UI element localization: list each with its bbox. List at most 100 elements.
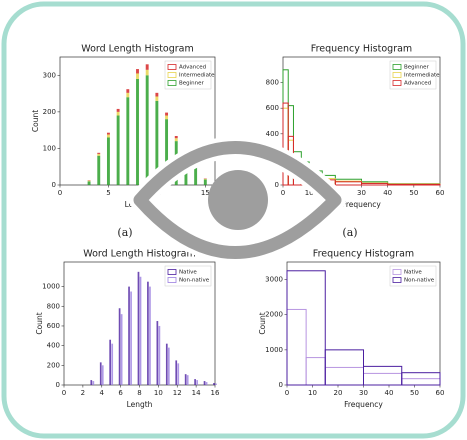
legend-label: Beginner	[404, 65, 430, 71]
bar	[147, 281, 149, 385]
bar	[126, 92, 130, 98]
bar	[177, 363, 180, 385]
bar	[126, 97, 130, 185]
bar	[145, 69, 149, 76]
chart-title: Word Length Histogram	[83, 249, 196, 260]
y-tick-label: 600	[47, 322, 60, 330]
bar	[203, 179, 207, 185]
y-tick-label: 200	[47, 361, 60, 369]
bar	[175, 360, 178, 385]
bar	[174, 138, 178, 142]
bar	[165, 119, 169, 185]
bar	[116, 111, 120, 116]
bar	[97, 153, 101, 156]
histogram-bin	[387, 183, 441, 186]
bar	[118, 308, 121, 385]
bar	[87, 180, 91, 182]
bar	[128, 286, 130, 385]
x-axis-label: Frequency	[344, 400, 383, 409]
x-tick-label: 60	[436, 189, 445, 197]
legend-swatch	[167, 72, 177, 78]
x-tick-label: 50	[410, 389, 419, 397]
bar	[120, 314, 123, 385]
x-axis-label: Frequency	[342, 200, 381, 209]
legend-swatch	[167, 80, 177, 86]
bar	[158, 325, 161, 385]
legend-swatch	[392, 269, 402, 275]
x-tick-label: 15	[201, 189, 210, 197]
bar	[155, 92, 159, 97]
eye-icon	[129, 136, 346, 264]
x-tick-label: 10	[308, 389, 317, 397]
bar	[136, 69, 139, 74]
histogram-bin	[401, 372, 441, 386]
x-tick-label: 40	[385, 389, 394, 397]
charts: Word Length Histogram Length Count (a) 0 5 10 1…	[31, 44, 444, 410]
x-tick-label: 2	[81, 389, 85, 397]
bar	[196, 380, 198, 385]
x-tick-label: 0	[58, 189, 62, 197]
chart-title: Frequency Histogram	[313, 249, 414, 260]
legend-swatch	[392, 80, 402, 86]
chart-title: Word Length Histogram	[81, 44, 194, 55]
bar	[165, 112, 169, 116]
y-tick-label: 800	[266, 79, 279, 87]
y-tick-label: 0	[52, 181, 56, 189]
y-tick-label: 3000	[265, 276, 283, 284]
y-tick-label: 100	[43, 144, 56, 152]
bar	[174, 135, 178, 139]
y-tick-label: 400	[266, 130, 279, 138]
x-tick-label: 30	[359, 389, 368, 397]
x-axis-label: Length	[127, 400, 153, 409]
legend-label: Beginner	[179, 81, 205, 87]
y-axis-label: Count	[35, 312, 44, 334]
x-tick-label: 14	[192, 389, 201, 397]
eye-outline	[133, 141, 342, 259]
bar	[165, 115, 169, 120]
histogram-bin	[286, 270, 326, 386]
legend-swatch	[392, 72, 402, 78]
chart-title: Frequency Histogram	[311, 44, 412, 55]
bar	[156, 321, 159, 385]
x-tick-label: 0	[285, 389, 289, 397]
bar	[130, 291, 132, 385]
caption: (a)	[342, 226, 357, 239]
y-tick-label: 1000	[42, 283, 60, 291]
legend	[164, 60, 212, 90]
bar	[194, 379, 196, 385]
legend-swatch	[167, 269, 177, 275]
bar	[186, 375, 189, 385]
eye-pupil	[208, 170, 268, 230]
bar	[101, 365, 104, 385]
bar	[137, 271, 140, 385]
bar	[215, 383, 217, 385]
bar	[92, 381, 95, 385]
y-axis-label: Count	[258, 312, 267, 334]
x-tick-label: 16	[211, 389, 220, 397]
bar	[203, 178, 207, 180]
bar	[111, 343, 114, 385]
bar	[203, 381, 206, 385]
bar	[109, 339, 112, 385]
legend-label: Native	[404, 270, 422, 276]
legend-label: Non-native	[179, 278, 210, 284]
x-tick-label: 40	[383, 189, 392, 197]
bar	[149, 286, 151, 385]
bar	[155, 100, 159, 185]
bar	[106, 134, 110, 138]
legend-swatch	[167, 277, 177, 283]
y-tick-label: 800	[47, 302, 60, 310]
y-tick-label: 2000	[265, 311, 283, 319]
x-tick-label: 60	[436, 389, 445, 397]
legend-label: Advanced	[179, 65, 206, 71]
y-tick-label: 1000	[265, 346, 283, 354]
bar	[194, 166, 198, 185]
x-tick-label: 0	[281, 189, 285, 197]
bar	[167, 347, 170, 385]
bar	[145, 64, 149, 70]
legend-label: Intermediate	[404, 73, 440, 79]
bar	[97, 155, 101, 185]
bar	[136, 78, 139, 185]
x-tick-label: 30	[357, 189, 366, 197]
